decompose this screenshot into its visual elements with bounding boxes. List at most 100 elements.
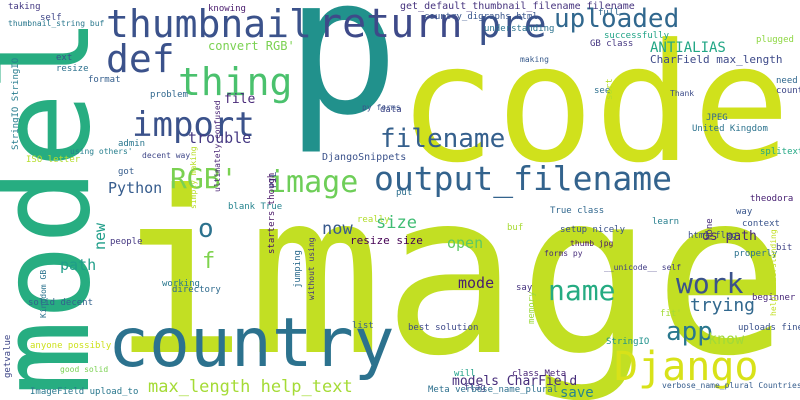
word: thing	[178, 60, 292, 104]
word: properly	[734, 249, 778, 259]
word: class Meta	[512, 369, 566, 379]
word: file	[224, 92, 255, 107]
word: mode	[458, 274, 494, 292]
word: thumbnail_string buf	[8, 19, 105, 28]
word: data	[380, 105, 402, 115]
word: work	[676, 267, 744, 300]
word: Meta verbose_name_plural	[428, 385, 558, 395]
word: output_filename	[374, 159, 672, 199]
word: getvalue	[3, 335, 13, 378]
word: buf	[507, 223, 523, 233]
word: Thank	[670, 89, 694, 98]
word: name	[548, 274, 615, 307]
word: f	[202, 249, 215, 274]
word: know	[708, 330, 745, 348]
word: best solution	[408, 323, 478, 333]
word: image	[268, 165, 358, 200]
word: PIL	[269, 172, 279, 188]
word: United Kingdom	[692, 124, 768, 134]
word: code	[398, 10, 791, 199]
word: ultimately confused	[213, 100, 222, 192]
word: StringIO	[606, 337, 649, 347]
word: os path	[702, 229, 757, 244]
word: help understanding	[769, 229, 778, 316]
word: see	[594, 86, 610, 96]
word: ANTIALIAS	[650, 40, 726, 56]
word: flag	[464, 383, 486, 393]
word: convert RGB'	[208, 39, 295, 53]
word: forms py	[544, 249, 583, 258]
word: thumbnail	[106, 2, 312, 46]
word: p	[285, 0, 399, 157]
word: setup nicely	[560, 225, 626, 235]
word: theodora	[750, 194, 793, 204]
word: full	[598, 8, 620, 18]
word: decent way	[142, 151, 190, 160]
word: will	[454, 369, 476, 379]
word: fit'	[660, 309, 682, 319]
word: open	[447, 234, 483, 252]
word: list	[352, 321, 374, 331]
word: solid decent	[28, 298, 93, 308]
word: self	[40, 13, 62, 23]
word: jumping	[293, 250, 303, 288]
word: verbose_name_plural Countries	[662, 381, 800, 390]
word: simply making	[189, 146, 198, 209]
word: people	[110, 237, 143, 247]
word: GB class	[590, 39, 633, 49]
word: app	[666, 317, 713, 347]
word: admin	[118, 139, 145, 149]
word: say	[516, 283, 533, 293]
word: path	[60, 256, 96, 274]
word: beginner	[752, 293, 796, 303]
word: image	[112, 144, 789, 400]
word: splitext	[760, 147, 800, 157]
word: anyone possibly	[30, 341, 112, 351]
word: making	[520, 55, 549, 64]
word: max_length help_text	[148, 377, 353, 397]
word: DjangoSnippets	[322, 152, 406, 163]
word: ext	[56, 53, 72, 63]
word: filename	[380, 124, 505, 154]
word: working	[162, 279, 200, 289]
word: trouble	[188, 129, 251, 147]
word: return	[318, 1, 463, 47]
word: ISO letter	[26, 155, 81, 165]
word: JPEG	[706, 113, 728, 123]
word: starters though	[267, 173, 277, 254]
word: get_default_thumbnail_filename filename	[400, 1, 635, 12]
word: understanding	[484, 24, 554, 34]
word: taking	[8, 2, 41, 12]
word: StringIO StringIO	[11, 58, 21, 150]
word: good solid	[60, 365, 108, 374]
word: RGB'	[170, 162, 237, 195]
word: Kingdom GB	[39, 270, 48, 318]
word: thumb jpg	[570, 239, 614, 248]
word: trying	[690, 295, 755, 316]
word: knowing	[208, 4, 246, 14]
word: uploads fine	[738, 323, 800, 333]
word: format	[88, 75, 121, 85]
word: Python	[108, 179, 162, 197]
word: Django	[614, 344, 759, 390]
word: plugged	[756, 35, 794, 45]
word: size	[376, 213, 417, 233]
word: using others'	[70, 147, 133, 156]
word: countries	[776, 86, 800, 96]
word: model	[0, 17, 118, 396]
word: memory	[527, 291, 537, 324]
word: resize	[56, 64, 89, 74]
word: put	[396, 188, 412, 198]
word: directory	[172, 285, 221, 295]
word: save	[560, 385, 594, 400]
word: blank True	[228, 202, 282, 212]
word: CharField max_length	[650, 53, 782, 66]
word: learn	[652, 217, 679, 227]
word: import	[132, 105, 255, 145]
word: models CharField	[452, 374, 577, 389]
word: resize size	[350, 234, 423, 247]
word: bit	[776, 243, 792, 253]
word: without using	[307, 237, 316, 300]
